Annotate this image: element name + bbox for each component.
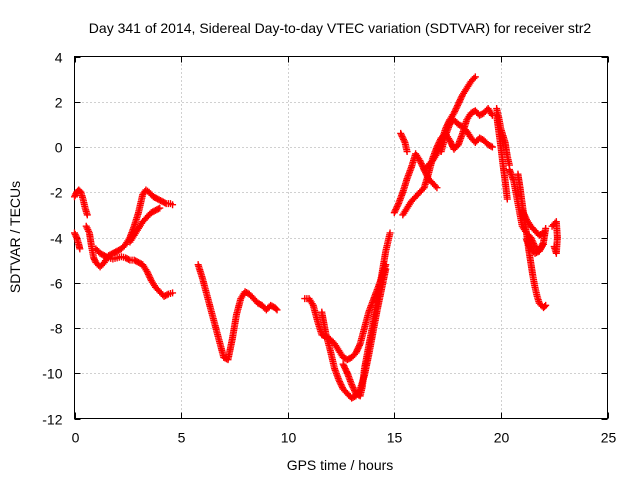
data-point xyxy=(156,204,164,212)
data-point xyxy=(432,182,440,190)
data-point xyxy=(542,224,550,232)
data-point xyxy=(163,291,171,299)
series-sat-a xyxy=(71,229,84,253)
chart-title: Day 341 of 2014, Sidereal Day-to-day VTE… xyxy=(89,20,592,36)
x-tick-label: 0 xyxy=(72,430,80,446)
data-point xyxy=(83,211,91,219)
series-sat-u xyxy=(548,218,561,257)
data-point xyxy=(386,229,394,237)
series-sat-i xyxy=(339,229,394,400)
data-points xyxy=(71,73,561,402)
axis-ticks: 0 5 10 15 20 25 -12 -10 -8 -6 -4 -2 0 2 4 xyxy=(42,50,616,446)
y-tick-label: -6 xyxy=(50,276,63,292)
data-point xyxy=(76,245,84,253)
data-point xyxy=(394,201,402,209)
series-sat-c xyxy=(82,186,177,271)
data-point xyxy=(541,303,549,311)
data-point xyxy=(403,148,411,156)
series-sat-b xyxy=(71,186,91,219)
data-point xyxy=(540,240,548,248)
y-tick-label: 2 xyxy=(55,95,63,111)
data-point xyxy=(400,137,408,145)
data-point xyxy=(273,306,281,314)
data-point xyxy=(470,74,478,82)
series-sat-t xyxy=(522,236,548,257)
x-tick-label: 15 xyxy=(387,430,403,446)
x-axis-label: GPS time / hours xyxy=(287,457,394,473)
data-point xyxy=(272,305,280,313)
data-point xyxy=(125,255,133,263)
series-sat-p xyxy=(493,105,513,169)
data-point xyxy=(503,195,511,203)
y-tick-label: 4 xyxy=(55,50,63,66)
series-sat-d xyxy=(92,245,177,300)
data-point xyxy=(487,142,495,150)
y-tick-label: -12 xyxy=(42,412,62,428)
data-point xyxy=(538,230,546,238)
data-point xyxy=(550,243,558,251)
data-point xyxy=(540,229,548,237)
x-tick-label: 5 xyxy=(178,430,186,446)
y-tick-label: -4 xyxy=(50,231,63,247)
x-tick-label: 25 xyxy=(601,430,617,446)
data-point xyxy=(72,232,80,240)
data-point xyxy=(103,253,111,261)
data-point xyxy=(355,341,363,349)
series-sat-s xyxy=(518,206,548,239)
data-point xyxy=(154,205,162,213)
data-point xyxy=(169,289,177,297)
series-sat-e xyxy=(126,204,164,246)
data-point xyxy=(488,143,496,151)
y-tick-label: -8 xyxy=(50,321,63,337)
y-axis-label: SDTVAR / TECUs xyxy=(7,181,23,293)
x-tick-label: 20 xyxy=(494,430,510,446)
data-point xyxy=(542,301,550,309)
data-point xyxy=(471,73,479,81)
series-sat-n xyxy=(437,116,496,156)
data-point xyxy=(343,368,351,376)
data-point xyxy=(433,184,441,192)
y-tick-label: -10 xyxy=(42,366,62,382)
data-point xyxy=(161,199,169,207)
series-sat-k xyxy=(397,129,411,156)
series-sat-f xyxy=(194,261,281,364)
y-tick-label: -2 xyxy=(50,185,63,201)
data-point xyxy=(169,201,177,209)
y-tick-label: 0 xyxy=(55,140,63,156)
x-tick-label: 10 xyxy=(281,430,297,446)
